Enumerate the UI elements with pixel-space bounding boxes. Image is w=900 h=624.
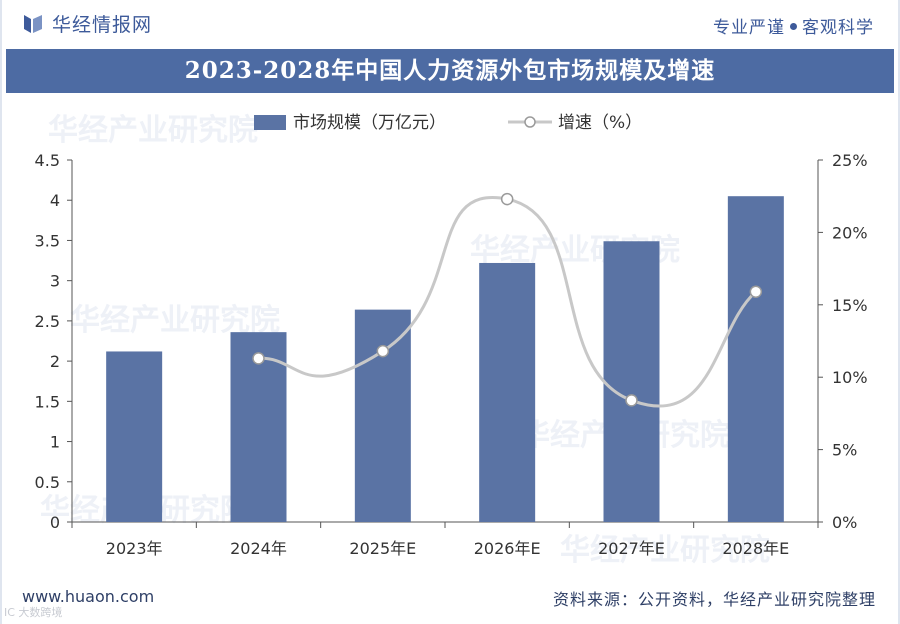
x-tick-label: 2028年E [722,539,789,558]
slogan: 专业严谨 客观科学 [713,13,874,38]
growth-point-4[interactable] [500,192,514,206]
y-right-tick-label: 20% [832,223,868,242]
y-left-tick-label: 2 [50,352,60,371]
brand-logo-icon [24,14,42,33]
legend-line-label: 增速（%） [558,113,642,133]
growth-line [258,196,757,408]
header-bar: 华经情报网 专业严谨 客观科学 [0,0,900,46]
y-left-tick-label: 0 [50,513,60,532]
y-right-tick-label: 5% [832,441,857,460]
y-left-tick-label: 1 [50,433,60,452]
y-left-tick-label: 0.5 [35,473,60,492]
slogan-dot-icon [790,23,797,30]
brand[interactable]: 华经情报网 [22,10,152,37]
growth-point-3[interactable] [376,344,390,358]
x-tick-label: 2024年 [230,539,287,558]
legend-bar-label: 市场规模（万亿元） [293,113,446,133]
y-right-tick-label: 25% [832,151,868,170]
corner-watermark: IC 大数跨境 [4,606,63,619]
legend-bar-swatch [254,115,286,130]
footer-source: 资料来源：公开资料，华经产业研究院整理 [552,590,876,609]
legend-item-bar[interactable]: 市场规模（万亿元） [254,113,446,133]
bar-1[interactable] [106,351,163,522]
footer-website[interactable]: www.huaon.com [22,587,155,606]
y-left-tick-label: 1.5 [35,392,60,411]
legend-line-marker [524,116,536,128]
watermark-text: 华经产业研究院 [560,533,770,568]
x-tick-label: 2025年E [349,539,416,558]
x-tick-label: 2023年 [106,539,163,558]
watermark-text: 华经产业研究院 [48,113,258,148]
y-right-tick-label: 0% [832,513,857,532]
x-tick-label: 2026年E [474,539,541,558]
bar-4[interactable] [479,262,536,522]
legend-item-line[interactable]: 增速（%） [508,113,642,133]
x-tick-label: 2027年E [598,539,665,558]
y-left-tick-label: 4 [50,191,60,210]
y-left-tick-label: 3.5 [35,231,60,250]
growth-point-5[interactable] [625,394,638,407]
bar-3[interactable] [354,309,411,522]
y-left-tick-label: 4.5 [35,151,60,170]
growth-point-6[interactable] [749,285,763,299]
y-left-tick-label: 3 [50,272,60,291]
slogan-right: 客观科学 [802,18,874,38]
y-right-tick-label: 10% [832,368,868,387]
slogan-left: 专业严谨 [713,18,785,38]
growth-point-2[interactable] [252,352,265,365]
brand-name: 华经情报网 [52,14,153,36]
y-left-tick-label: 2.5 [35,312,60,331]
bar-6[interactable] [727,196,784,522]
chart-title: 2023-2028年中国人力资源外包市场规模及增速 [6,49,894,93]
y-right-tick-label: 15% [832,296,868,315]
bar-5[interactable] [603,241,660,522]
